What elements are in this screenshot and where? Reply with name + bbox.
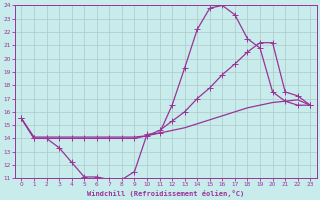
X-axis label: Windchill (Refroidissement éolien,°C): Windchill (Refroidissement éolien,°C) [87, 190, 244, 197]
